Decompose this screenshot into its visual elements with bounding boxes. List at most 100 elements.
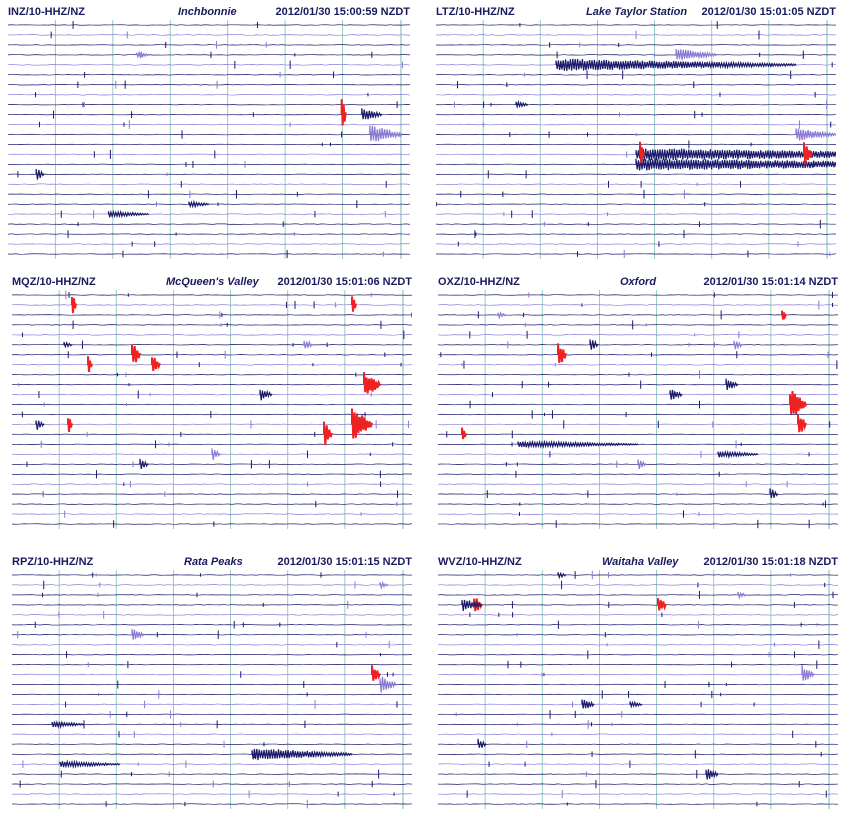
station-code: OXZ/10-HHZ/NZ — [438, 276, 520, 288]
event-waveform — [477, 738, 487, 748]
event-waveform — [581, 699, 595, 709]
event-waveform — [67, 418, 73, 432]
event-waveform — [107, 209, 150, 219]
event-waveform — [139, 458, 149, 470]
trace-line — [438, 344, 838, 346]
event-waveform — [737, 591, 747, 600]
trace-line — [436, 223, 836, 225]
helicorder-svg — [438, 290, 838, 529]
trace-line — [438, 604, 838, 606]
station-name: Rata Peaks — [184, 556, 243, 568]
event-waveform — [369, 125, 403, 142]
panel-rpz: RPZ/10-HHZ/NZ Rata Peaks 2012/01/30 15:0… — [12, 554, 412, 809]
trace-line — [12, 324, 412, 326]
trace-line — [436, 104, 836, 106]
trace-line — [436, 213, 836, 215]
trace-line — [436, 243, 836, 245]
panel-header: OXZ/10-HHZ/NZ Oxford 2012/01/30 15:01:14… — [438, 274, 838, 290]
trace-line — [12, 433, 412, 436]
trace-line — [438, 783, 838, 785]
trace-line — [12, 473, 412, 475]
trace-line — [436, 233, 836, 235]
event-waveform — [795, 128, 836, 141]
trace-line — [438, 423, 838, 426]
trace-line — [438, 584, 838, 586]
event-waveform — [769, 488, 779, 499]
trace-line — [8, 84, 410, 86]
trace-line — [12, 693, 412, 696]
trace-line — [12, 413, 412, 416]
panel-oxz: OXZ/10-HHZ/NZ Oxford 2012/01/30 15:01:14… — [438, 274, 838, 529]
helicorder-plot — [12, 570, 412, 809]
trace-line — [438, 733, 838, 736]
trace-line — [438, 673, 838, 676]
helicorder-svg — [12, 570, 412, 809]
trace-line — [12, 634, 412, 636]
helicorder-svg — [436, 20, 836, 259]
panel-header: MQZ/10-HHZ/NZ McQueen's Valley 2012/01/3… — [12, 274, 412, 290]
trace-line — [436, 123, 836, 126]
trace-line — [438, 403, 838, 406]
trace-line — [438, 663, 838, 666]
trace-line — [12, 614, 412, 616]
trace-line — [438, 294, 838, 296]
trace-line — [8, 183, 410, 186]
trace-line — [8, 223, 410, 225]
trace-line — [12, 653, 412, 656]
trace-line — [436, 74, 836, 76]
event-waveform — [589, 339, 599, 350]
station-name: Oxford — [620, 276, 657, 288]
trace-line — [12, 314, 412, 316]
helicorder-svg — [12, 290, 412, 529]
event-waveform — [379, 676, 397, 693]
panel-inz: INZ/10-HHZ/NZ Inchbonnie 2012/01/30 15:0… — [8, 4, 410, 259]
trace-line — [8, 44, 410, 46]
event-waveform — [797, 414, 807, 433]
timestamp: 2012/01/30 15:00:59 NZDT — [275, 6, 410, 18]
event-waveform — [725, 378, 739, 390]
trace-line — [12, 334, 412, 336]
event-waveform — [188, 199, 210, 209]
event-waveform — [789, 390, 807, 414]
trace-line — [12, 743, 412, 745]
event-waveform — [363, 372, 381, 394]
trace-line — [12, 773, 412, 775]
trace-line — [12, 604, 412, 606]
trace-line — [12, 594, 412, 596]
station-code: WVZ/10-HHZ/NZ — [438, 556, 522, 568]
event-waveform — [211, 448, 221, 460]
trace-line — [438, 483, 838, 485]
trace-line — [438, 363, 838, 366]
station-name: Lake Taylor Station — [586, 6, 688, 18]
event-waveform — [371, 665, 381, 681]
timestamp: 2012/01/30 15:01:14 NZDT — [703, 276, 838, 288]
trace-line — [438, 513, 838, 515]
event-waveform — [131, 629, 145, 640]
trace-line — [436, 173, 836, 176]
trace-line — [12, 403, 412, 406]
helicorder-plot — [8, 20, 410, 259]
event-waveform — [629, 700, 643, 709]
event-waveform — [801, 664, 815, 681]
station-code: INZ/10-HHZ/NZ — [8, 6, 85, 18]
trace-line — [438, 373, 838, 376]
event-waveform — [251, 748, 353, 761]
event-waveform — [781, 310, 787, 321]
trace-line — [436, 113, 836, 116]
trace-line — [438, 453, 838, 456]
trace-line — [12, 463, 412, 465]
trace-line — [438, 433, 838, 436]
event-waveform — [517, 439, 639, 450]
event-waveform — [361, 108, 383, 120]
station-name: Inchbonnie — [178, 6, 237, 18]
trace-line — [8, 143, 410, 146]
station-code: MQZ/10-HHZ/NZ — [12, 276, 96, 288]
trace-line — [12, 783, 412, 785]
trace-line — [12, 363, 412, 366]
event-waveform — [639, 141, 645, 163]
trace-line — [12, 443, 412, 446]
trace-line — [12, 344, 412, 346]
trace-line — [8, 153, 410, 156]
trace-line — [12, 703, 412, 706]
trace-line — [12, 733, 412, 736]
